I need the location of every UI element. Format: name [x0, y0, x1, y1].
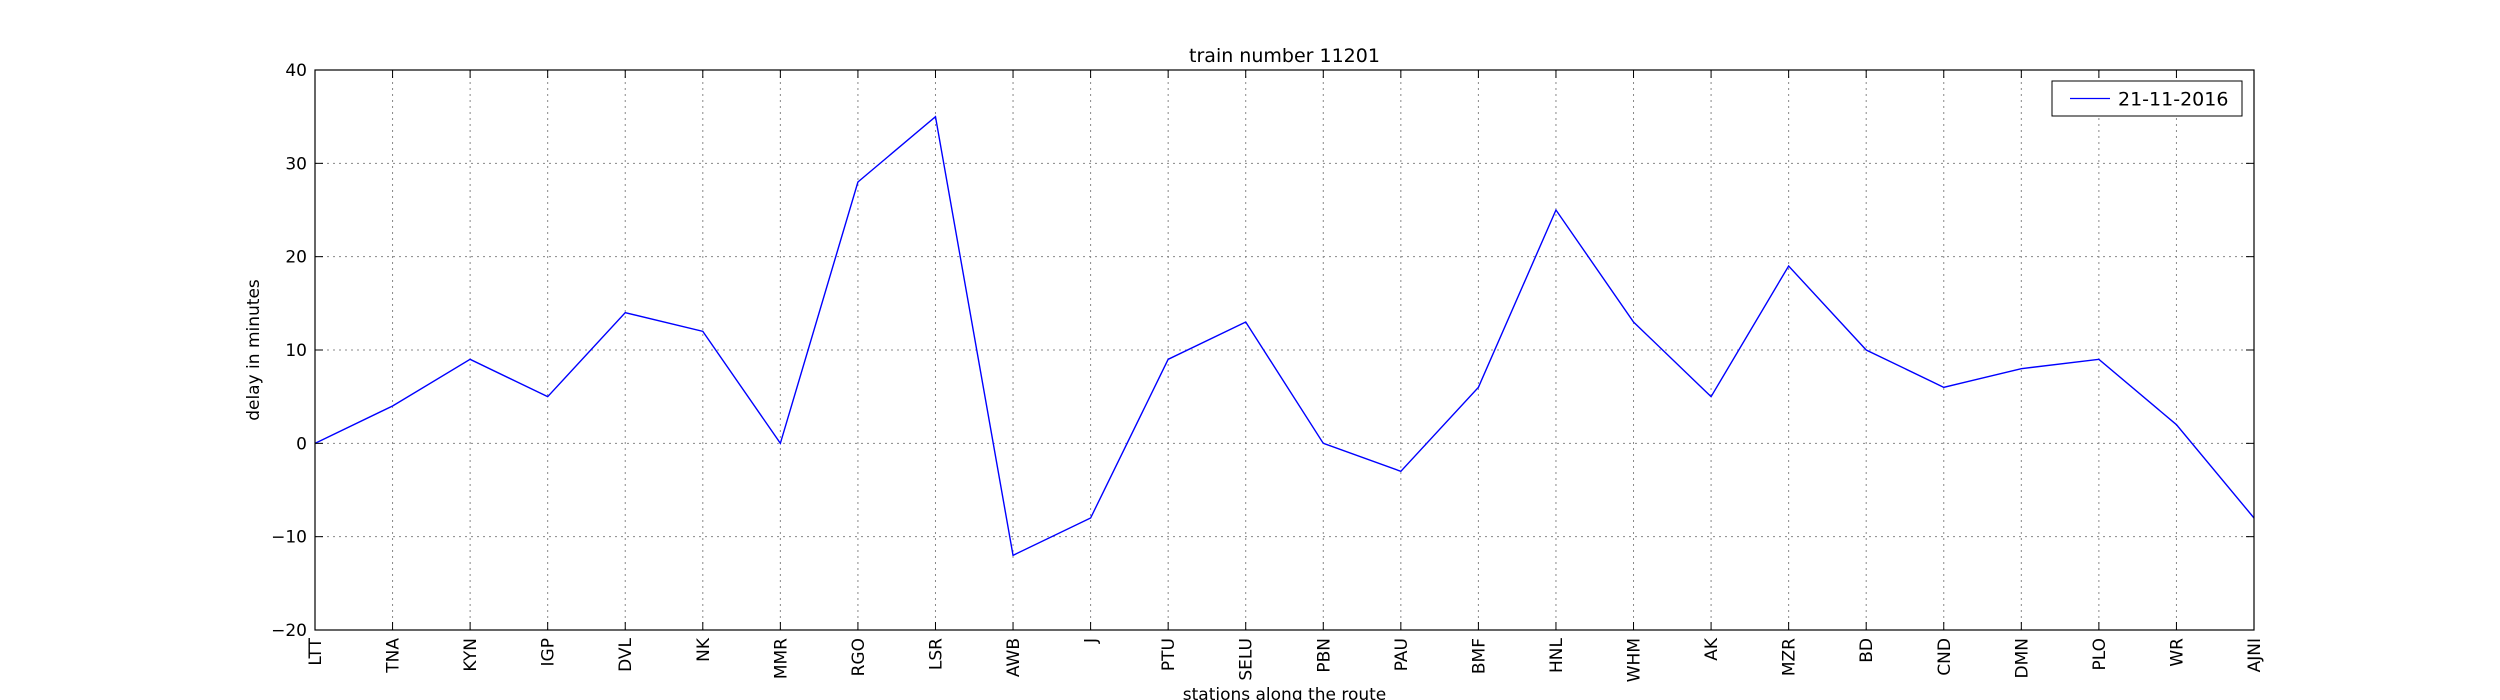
x-tick-label: HNL [1547, 637, 1567, 673]
x-tick-label: MZR [1780, 638, 1800, 676]
x-tick-label: AK [1702, 637, 1722, 661]
y-tick-label: 20 [285, 248, 307, 268]
chart-title: train number 11201 [1189, 45, 1380, 67]
grid [314, 69, 2255, 631]
x-tick-label: BMF [1469, 638, 1489, 674]
x-tick-label: LTT [306, 637, 326, 665]
y-tick-label: −10 [271, 528, 307, 548]
x-tick-label: KYN [461, 638, 481, 672]
x-tick-label: PLO [2090, 638, 2110, 671]
x-tick-label: CND [1935, 638, 1955, 676]
y-tick-label: 0 [296, 434, 307, 454]
x-tick-label: BD [1857, 638, 1877, 663]
legend: 21-11-2016 [2051, 80, 2243, 117]
y-tick-label: 10 [285, 341, 307, 361]
legend-label: 21-11-2016 [2118, 89, 2228, 111]
x-tick-label: PAU [1392, 638, 1412, 671]
x-tick-label: DVL [616, 637, 636, 671]
y-tick-label: 40 [285, 61, 307, 81]
x-tick-label: J [1082, 638, 1102, 644]
y-tick-label: 30 [285, 154, 307, 174]
x-tick-label: SELU [1237, 638, 1257, 681]
x-tick-label: WR [2167, 638, 2187, 667]
x-tick-label: PBN [1314, 638, 1334, 673]
y-axis-label: delay in minutes [244, 279, 264, 421]
plot-frame [314, 69, 2255, 631]
x-tick-label: AJNI [2245, 638, 2265, 672]
series-layer [314, 115, 2255, 557]
ticks: LTT TNA KYN IGP DVL NK MMR RGO LSR AWB J PTU SELU PBN… [271, 61, 2265, 682]
x-tick-label: IGP [539, 638, 559, 666]
x-tick-label: LSR [926, 638, 946, 670]
x-tick-label: MMR [771, 638, 791, 679]
x-axis-label: stations along the route [1183, 685, 1387, 700]
x-tick-label: PTU [1159, 638, 1179, 671]
x-tick-label: DMN [2012, 638, 2032, 678]
x-tick-label: NK [694, 637, 714, 662]
series-line [314, 115, 2255, 557]
x-tick-label: WHM [1625, 638, 1645, 682]
x-tick-label: RGO [849, 638, 869, 676]
x-tick-label: TNA [384, 638, 404, 674]
x-tick-label: AWB [1004, 638, 1024, 677]
y-tick-label: −20 [271, 621, 307, 641]
